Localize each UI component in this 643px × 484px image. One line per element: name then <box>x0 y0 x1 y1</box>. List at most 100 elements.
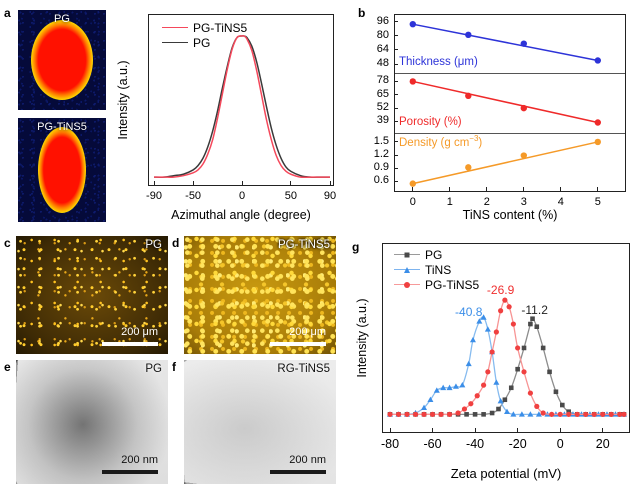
axis-tick-label: 52 <box>376 101 389 114</box>
axis-tick-label: -60 <box>423 437 442 451</box>
image-tag-tem-pg: PG <box>145 363 162 375</box>
scalebar-label-c: 200 μm <box>121 326 158 338</box>
scalebar-c <box>102 342 158 346</box>
axis-tick-mark <box>394 80 398 82</box>
axis-tick-mark <box>560 187 562 192</box>
axis-tick-label: -20 <box>508 437 527 451</box>
axis-tick-label: 80 <box>376 28 389 41</box>
legend-swatch-pg <box>162 42 188 43</box>
axis-tick-label: 0.6 <box>373 174 389 187</box>
saxs-label-pg-tins5: PG-TiNS5 <box>37 121 87 133</box>
image-tag-pg: PG <box>145 239 162 251</box>
axis-tick-label: 20 <box>595 437 610 451</box>
azimuthal-xlabel: Azimuthal angle (degree) <box>171 208 311 222</box>
axis-tick-mark <box>602 428 604 433</box>
axis-tick-mark <box>394 94 398 96</box>
axis-tick-label: 2 <box>483 196 490 208</box>
axis-tick-label: 0 <box>556 437 564 451</box>
legend-item-zeta-pg[interactable]: PG <box>394 247 479 262</box>
peak-annotation: -26.9 <box>486 282 515 297</box>
scalebar-d <box>270 342 326 346</box>
axis-tick-label: 50 <box>284 190 297 202</box>
panel-letter-d: d <box>172 236 180 250</box>
axis-tick-label: 1.2 <box>373 148 389 161</box>
axis-tick-label: -90 <box>146 190 162 202</box>
panel-letter-g: g <box>352 240 360 254</box>
axis-tick-mark <box>432 428 434 433</box>
tem-image-pg-tins5: RG-TiNS5 200 nm <box>184 360 336 484</box>
saxs-blob-pg-tins5 <box>38 127 86 213</box>
saxs-pattern-pg: PG <box>18 10 106 110</box>
legend-swatch-pg-tins5 <box>162 27 188 28</box>
panel-letter-e: e <box>4 360 11 374</box>
axis-tick-mark <box>412 187 414 192</box>
saxs-label-pg: PG <box>54 13 70 25</box>
axis-tick-mark <box>153 181 155 186</box>
axis-tick-label: 90 <box>323 190 337 202</box>
legend-item-zeta-tins[interactable]: TiNS <box>394 262 479 277</box>
axis-tick-mark <box>394 49 398 51</box>
scalebar-label-f: 200 nm <box>289 454 326 466</box>
legend-label-zeta-pg: PG <box>425 247 443 262</box>
legend-item-pg[interactable]: PG <box>162 35 247 50</box>
axis-tick-label: 96 <box>376 14 389 27</box>
legend-item-zeta-pg-tins5[interactable]: PG-TiNS5 <box>394 277 479 292</box>
panel-letter-a: a <box>4 6 11 20</box>
saxs-blob-pg <box>31 20 93 100</box>
axis-tick-mark <box>394 154 398 156</box>
legend-label-pg: PG <box>193 35 211 50</box>
circle-marker-icon <box>404 282 410 288</box>
axis-tick-label: -40 <box>466 437 485 451</box>
axis-tick-mark <box>517 428 519 433</box>
saxs-pattern-pg-tins5: PG-TiNS5 <box>18 118 106 222</box>
legend-label-zeta-tins: TiNS <box>425 262 452 277</box>
axis-tick-mark <box>394 21 398 23</box>
axis-tick-mark <box>394 120 398 122</box>
peak-annotation: -40.8 <box>455 305 483 320</box>
axis-tick-label: 1 <box>446 196 453 208</box>
axis-tick-mark <box>394 180 398 182</box>
axis-tick-label: 4 <box>557 196 564 208</box>
axis-tick-label: 78 <box>376 74 389 87</box>
axis-tick-label: 0.9 <box>373 161 389 174</box>
image-tag-tem-pg-tins5: RG-TiNS5 <box>277 363 330 375</box>
zeta-legend: PG TiNS PG-TiNS5 <box>394 247 479 292</box>
scalebar-f <box>270 470 326 474</box>
axis-tick-mark <box>394 107 398 109</box>
axis-tick-label: 64 <box>376 42 389 55</box>
subplot-porosity <box>395 74 625 134</box>
legend-swatch-zeta-pg-tins5 <box>394 282 420 288</box>
axis-tick-mark <box>241 181 243 186</box>
square-marker-icon <box>404 252 410 258</box>
axis-tick-mark <box>474 428 476 433</box>
fluorescence-image-pg-tins5: PG-TiNS5 200 μm <box>184 236 336 354</box>
scalebar-e <box>102 470 158 474</box>
panel-letter-b: b <box>358 6 366 20</box>
triangle-marker-icon <box>404 267 410 273</box>
axis-tick-mark <box>394 35 398 37</box>
axis-tick-label: 48 <box>376 57 389 70</box>
image-tag-pg-tins5: PG-TiNS5 <box>278 239 330 251</box>
legend-item-pg-tins5[interactable]: PG-TiNS5 <box>162 20 247 35</box>
axis-tick-mark <box>523 187 525 192</box>
panel-letter-f: f <box>172 360 176 374</box>
series-label-porosity: Porosity (%) <box>399 116 462 128</box>
zeta-ylabel: Intensity (a.u.) <box>355 298 369 378</box>
tem-image-pg: PG 200 nm <box>16 360 168 484</box>
axis-tick-label: -50 <box>185 190 202 202</box>
axis-tick-label: 3 <box>520 196 527 208</box>
subplot-thickness <box>395 15 625 75</box>
axis-tick-mark <box>394 141 398 143</box>
axis-tick-mark <box>389 428 391 433</box>
azimuthal-plot-curves <box>153 34 330 179</box>
series-label-thickness: Thickness (μm) <box>399 56 478 68</box>
azimuthal-ylabel: Intensity (a.u.) <box>116 60 130 140</box>
panel-letter-c: c <box>4 236 11 250</box>
scalebar-label-e: 200 nm <box>121 454 158 466</box>
legend-swatch-zeta-tins <box>394 267 420 273</box>
peak-annotation: -11.2 <box>521 302 548 317</box>
axis-tick-label: 5 <box>594 196 601 208</box>
axis-tick-mark <box>449 187 451 192</box>
axis-tick-label: -80 <box>380 437 400 451</box>
